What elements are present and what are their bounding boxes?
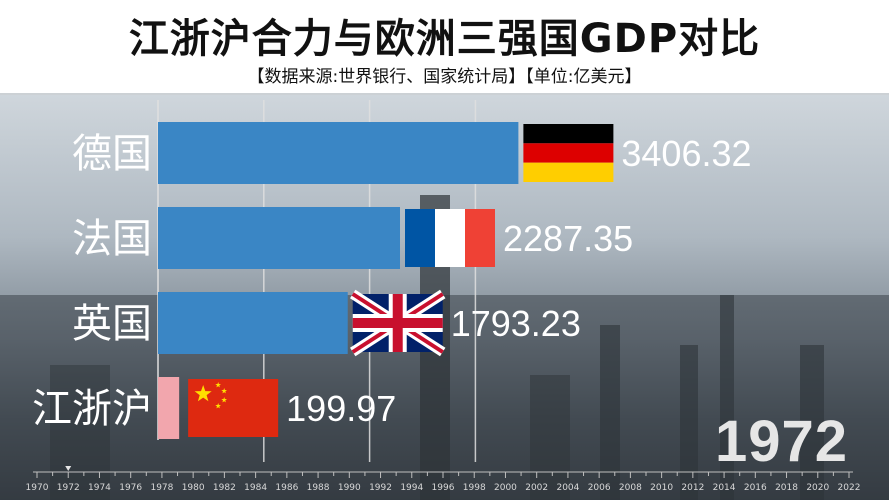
timeline-tick-label: 1996 (432, 483, 455, 493)
timeline-tick-label: 1984 (244, 483, 267, 493)
bar-0 (158, 122, 519, 184)
timeline-tick-label: 2014 (713, 483, 736, 493)
bar-3 (158, 377, 180, 439)
bar-2 (158, 292, 348, 354)
timeline-axis[interactable]: 1970 1972 1974 1976 1978 1980 1982 1984 1986 1988… (26, 466, 861, 493)
timeline-tick-label: 1986 (275, 483, 298, 493)
timeline-tick-label: 1980 (182, 483, 205, 493)
timeline-tick-label: 1970 (26, 483, 49, 493)
timeline-tick-label: 1974 (88, 483, 111, 493)
timeline-tick-label: 2002 (525, 483, 548, 493)
timeline-tick-label: 2016 (744, 483, 767, 493)
value-label: 2287.35 (503, 218, 633, 259)
category-label: 德国 (72, 131, 152, 177)
value-label: 1793.23 (451, 303, 581, 344)
timeline-tick-label: 2000 (494, 483, 517, 493)
chart-title: 江浙沪合力与欧洲三强国GDP对比 (128, 16, 761, 62)
timeline-tick-label: 1988 (307, 483, 330, 493)
bar-1 (158, 207, 401, 269)
timeline-tick-label: 2006 (588, 483, 611, 493)
bar-row-0: 德国 3406.32 (72, 122, 752, 184)
uk-flag (350, 289, 446, 357)
timeline-tick-label: 2018 (775, 483, 798, 493)
chart-subtitle: 【数据来源:世界银行、国家统计局】【单位:亿美元】 (247, 67, 642, 87)
value-label: 3406.32 (621, 133, 751, 174)
category-label: 江浙沪 (32, 386, 152, 432)
bar-row-1: 法国 2287.35 (72, 207, 633, 269)
china-flag (188, 379, 279, 437)
timeline-tick-label: 2008 (619, 483, 642, 493)
timeline-tick-label: 1982 (213, 483, 236, 493)
category-label: 英国 (72, 301, 152, 347)
timeline-tick-label: 1992 (369, 483, 392, 493)
bar-row-3: 江浙沪 199.97 (32, 377, 396, 439)
timeline-tick-label: 1994 (400, 483, 423, 493)
france-flag (405, 209, 496, 267)
timeline-tick-label: 1998 (463, 483, 486, 493)
timeline-tick-label: 1990 (338, 483, 361, 493)
timeline-tick-label: 2004 (556, 483, 579, 493)
timeline-tick-label: 1978 (150, 483, 173, 493)
category-label: 法国 (72, 216, 152, 262)
timeline-tick-label: 1972 (57, 483, 80, 493)
timeline-tick-label: 2010 (650, 483, 673, 493)
timeline-tick-label: 2022 (838, 483, 861, 493)
germany-flag (523, 124, 614, 182)
current-year-display: 1972 (715, 409, 849, 474)
skyline-silhouette (0, 195, 889, 500)
value-label: 199.97 (286, 388, 396, 429)
timeline-tick-label: 2012 (681, 483, 704, 493)
timeline-tick-label: 1976 (119, 483, 142, 493)
bar-row-2: 英国 1793.23 (72, 289, 581, 357)
bars-group: 德国 3406.32 法国 2287.35 英国 1793.23 江浙沪 199.97 (32, 122, 752, 439)
timeline-tick-label: 2020 (806, 483, 829, 493)
header-panel: 江浙沪合力与欧洲三强国GDP对比 【数据来源:世界银行、国家统计局】【单位:亿美… (0, 0, 889, 95)
timeline-current-marker[interactable] (65, 466, 72, 471)
